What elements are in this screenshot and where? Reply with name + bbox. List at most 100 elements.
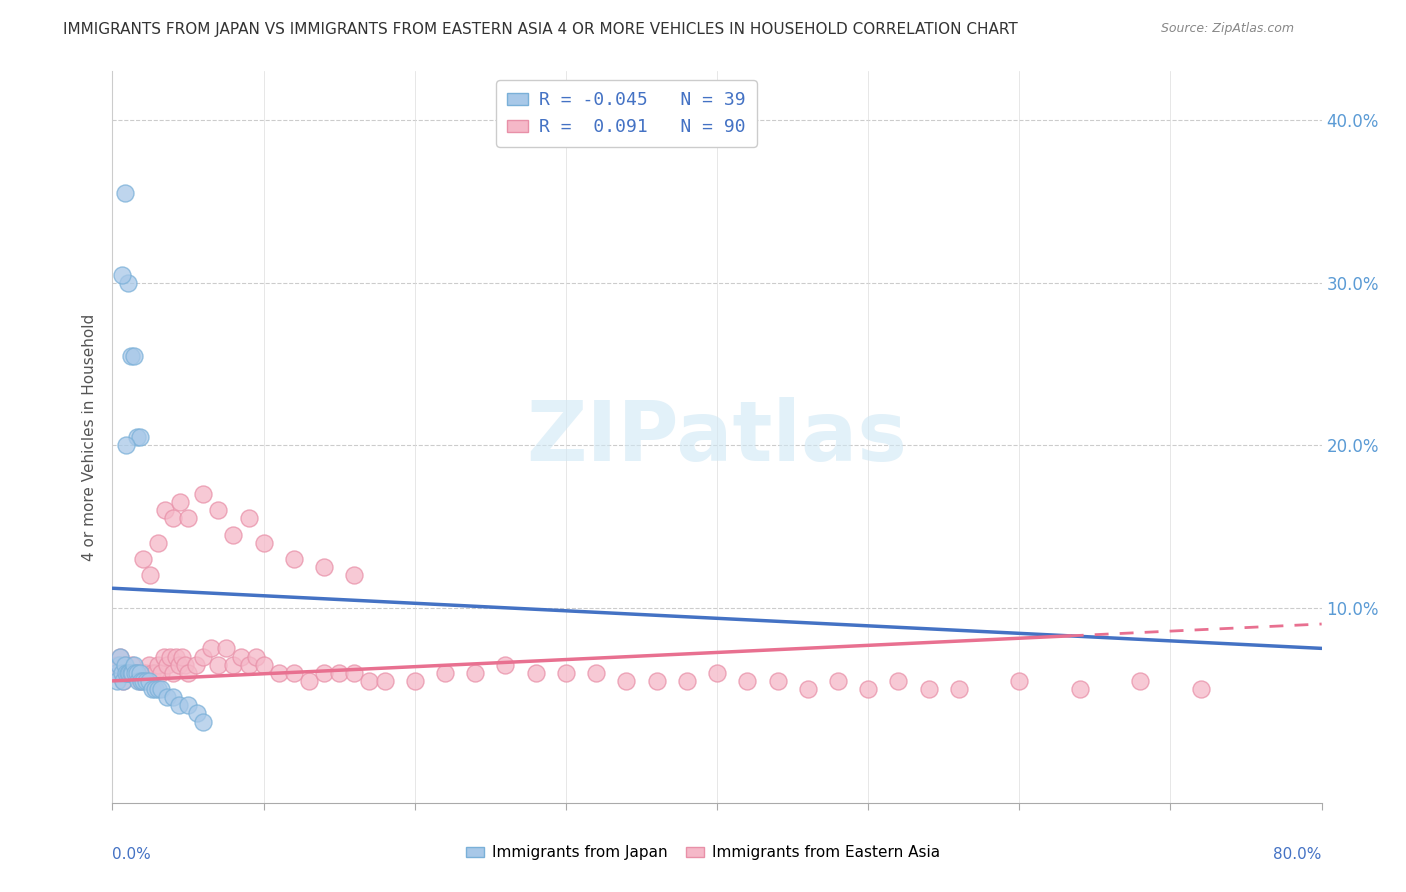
Point (162, 690, 184, 705)
Point (191, 487, 214, 501)
Point (117, 276, 139, 290)
Point (267, 665, 290, 680)
Point (146, 681, 169, 696)
Point (1189, 681, 1212, 696)
Point (328, 665, 350, 680)
Point (165, 649, 187, 664)
Point (143, 681, 166, 696)
Legend: Immigrants from Japan, Immigrants from Eastern Asia: Immigrants from Japan, Immigrants from E… (460, 839, 946, 866)
Point (162, 665, 184, 680)
Point (139, 568, 162, 582)
Point (115, 665, 138, 680)
Point (146, 657, 169, 672)
Point (706, 665, 728, 680)
Point (107, 657, 129, 672)
Point (554, 665, 576, 680)
Point (283, 665, 305, 680)
Point (1008, 673, 1031, 688)
Point (856, 681, 880, 696)
Point (125, 430, 148, 444)
Point (115, 438, 138, 452)
Point (108, 649, 131, 664)
Point (104, 657, 127, 672)
Point (159, 649, 181, 664)
Point (887, 673, 910, 688)
Point (114, 657, 136, 672)
Point (675, 673, 697, 688)
Point (238, 511, 260, 525)
Point (918, 681, 941, 696)
Point (191, 649, 214, 664)
Point (125, 665, 148, 680)
Point (120, 665, 142, 680)
Point (107, 657, 129, 672)
Point (143, 665, 166, 680)
Point (737, 673, 759, 688)
Point (115, 665, 138, 680)
Text: ZIPatlas: ZIPatlas (527, 397, 907, 477)
Point (167, 657, 190, 672)
Point (404, 673, 426, 688)
Point (125, 665, 148, 680)
Point (359, 673, 381, 688)
Point (135, 673, 157, 688)
Point (524, 665, 547, 680)
Point (167, 698, 190, 713)
Point (122, 665, 145, 680)
Point (104, 665, 127, 680)
Point (948, 681, 970, 696)
Point (128, 673, 150, 688)
Point (207, 503, 229, 517)
Point (177, 698, 200, 713)
Legend: R = -0.045   N = 39, R =  0.091   N = 90: R = -0.045 N = 39, R = 0.091 N = 90 (496, 80, 756, 147)
Point (127, 673, 149, 688)
Point (253, 657, 276, 672)
Point (245, 649, 267, 664)
Point (110, 268, 132, 282)
Point (298, 673, 321, 688)
Text: 0.0%: 0.0% (112, 847, 152, 862)
Point (122, 349, 145, 363)
Point (433, 665, 456, 680)
Point (766, 673, 789, 688)
Point (1129, 673, 1152, 688)
Text: 80.0%: 80.0% (1274, 847, 1322, 862)
Point (174, 657, 197, 672)
Point (156, 657, 179, 672)
Point (222, 657, 245, 672)
Point (105, 665, 128, 680)
Point (314, 560, 336, 574)
Point (156, 690, 179, 705)
Point (127, 665, 149, 680)
Point (314, 665, 336, 680)
Point (343, 665, 366, 680)
Point (585, 665, 607, 680)
Point (645, 673, 668, 688)
Point (149, 681, 172, 696)
Point (110, 665, 132, 680)
Point (215, 641, 238, 656)
Point (110, 665, 132, 680)
Point (135, 665, 157, 680)
Point (121, 665, 143, 680)
Point (253, 535, 276, 549)
Point (827, 673, 849, 688)
Point (108, 649, 131, 664)
Point (155, 503, 177, 517)
Point (229, 649, 252, 664)
Point (138, 673, 160, 688)
Point (124, 665, 146, 680)
Point (796, 681, 818, 696)
Point (184, 657, 207, 672)
Point (170, 649, 193, 664)
Point (112, 673, 135, 688)
Point (117, 665, 139, 680)
Point (343, 568, 366, 582)
Point (138, 657, 160, 672)
Point (146, 535, 169, 549)
Point (141, 665, 163, 680)
Point (149, 665, 172, 680)
Point (153, 649, 176, 664)
Point (616, 673, 638, 688)
Point (129, 665, 152, 680)
